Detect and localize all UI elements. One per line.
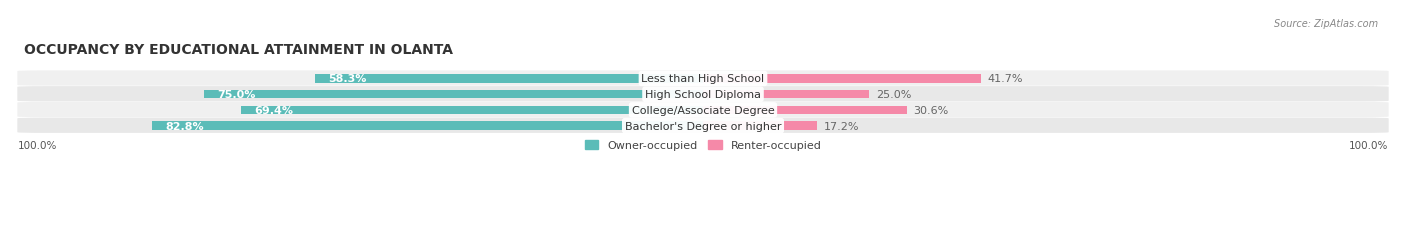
FancyBboxPatch shape bbox=[17, 118, 1389, 133]
Text: Source: ZipAtlas.com: Source: ZipAtlas.com bbox=[1274, 18, 1378, 28]
Text: 17.2%: 17.2% bbox=[824, 121, 859, 131]
Text: Less than High School: Less than High School bbox=[641, 74, 765, 84]
Bar bbox=[703, 106, 907, 115]
Bar bbox=[703, 122, 817, 131]
Bar bbox=[152, 122, 703, 131]
Text: OCCUPANCY BY EDUCATIONAL ATTAINMENT IN OLANTA: OCCUPANCY BY EDUCATIONAL ATTAINMENT IN O… bbox=[24, 42, 453, 56]
Bar bbox=[315, 75, 703, 83]
Legend: Owner-occupied, Renter-occupied: Owner-occupied, Renter-occupied bbox=[581, 136, 825, 155]
Text: 82.8%: 82.8% bbox=[165, 121, 204, 131]
FancyBboxPatch shape bbox=[17, 71, 1389, 86]
FancyBboxPatch shape bbox=[17, 87, 1389, 102]
Text: 25.0%: 25.0% bbox=[876, 90, 911, 100]
Text: 58.3%: 58.3% bbox=[328, 74, 367, 84]
Text: 30.6%: 30.6% bbox=[914, 106, 949, 116]
Text: Bachelor's Degree or higher: Bachelor's Degree or higher bbox=[624, 121, 782, 131]
Text: High School Diploma: High School Diploma bbox=[645, 90, 761, 100]
Bar bbox=[703, 91, 869, 99]
Text: 75.0%: 75.0% bbox=[217, 90, 256, 100]
Text: 69.4%: 69.4% bbox=[254, 106, 294, 116]
Bar bbox=[240, 106, 703, 115]
Bar bbox=[204, 91, 703, 99]
Text: 41.7%: 41.7% bbox=[987, 74, 1022, 84]
FancyBboxPatch shape bbox=[17, 102, 1389, 118]
Text: College/Associate Degree: College/Associate Degree bbox=[631, 106, 775, 116]
Bar bbox=[703, 75, 980, 83]
